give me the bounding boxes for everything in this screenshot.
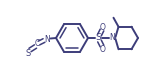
Text: N: N — [109, 34, 115, 42]
Text: N: N — [44, 35, 50, 43]
Text: C: C — [34, 40, 40, 48]
Text: S: S — [25, 48, 31, 58]
Text: S: S — [95, 34, 101, 42]
Text: O: O — [100, 22, 106, 31]
Text: O: O — [100, 45, 106, 54]
